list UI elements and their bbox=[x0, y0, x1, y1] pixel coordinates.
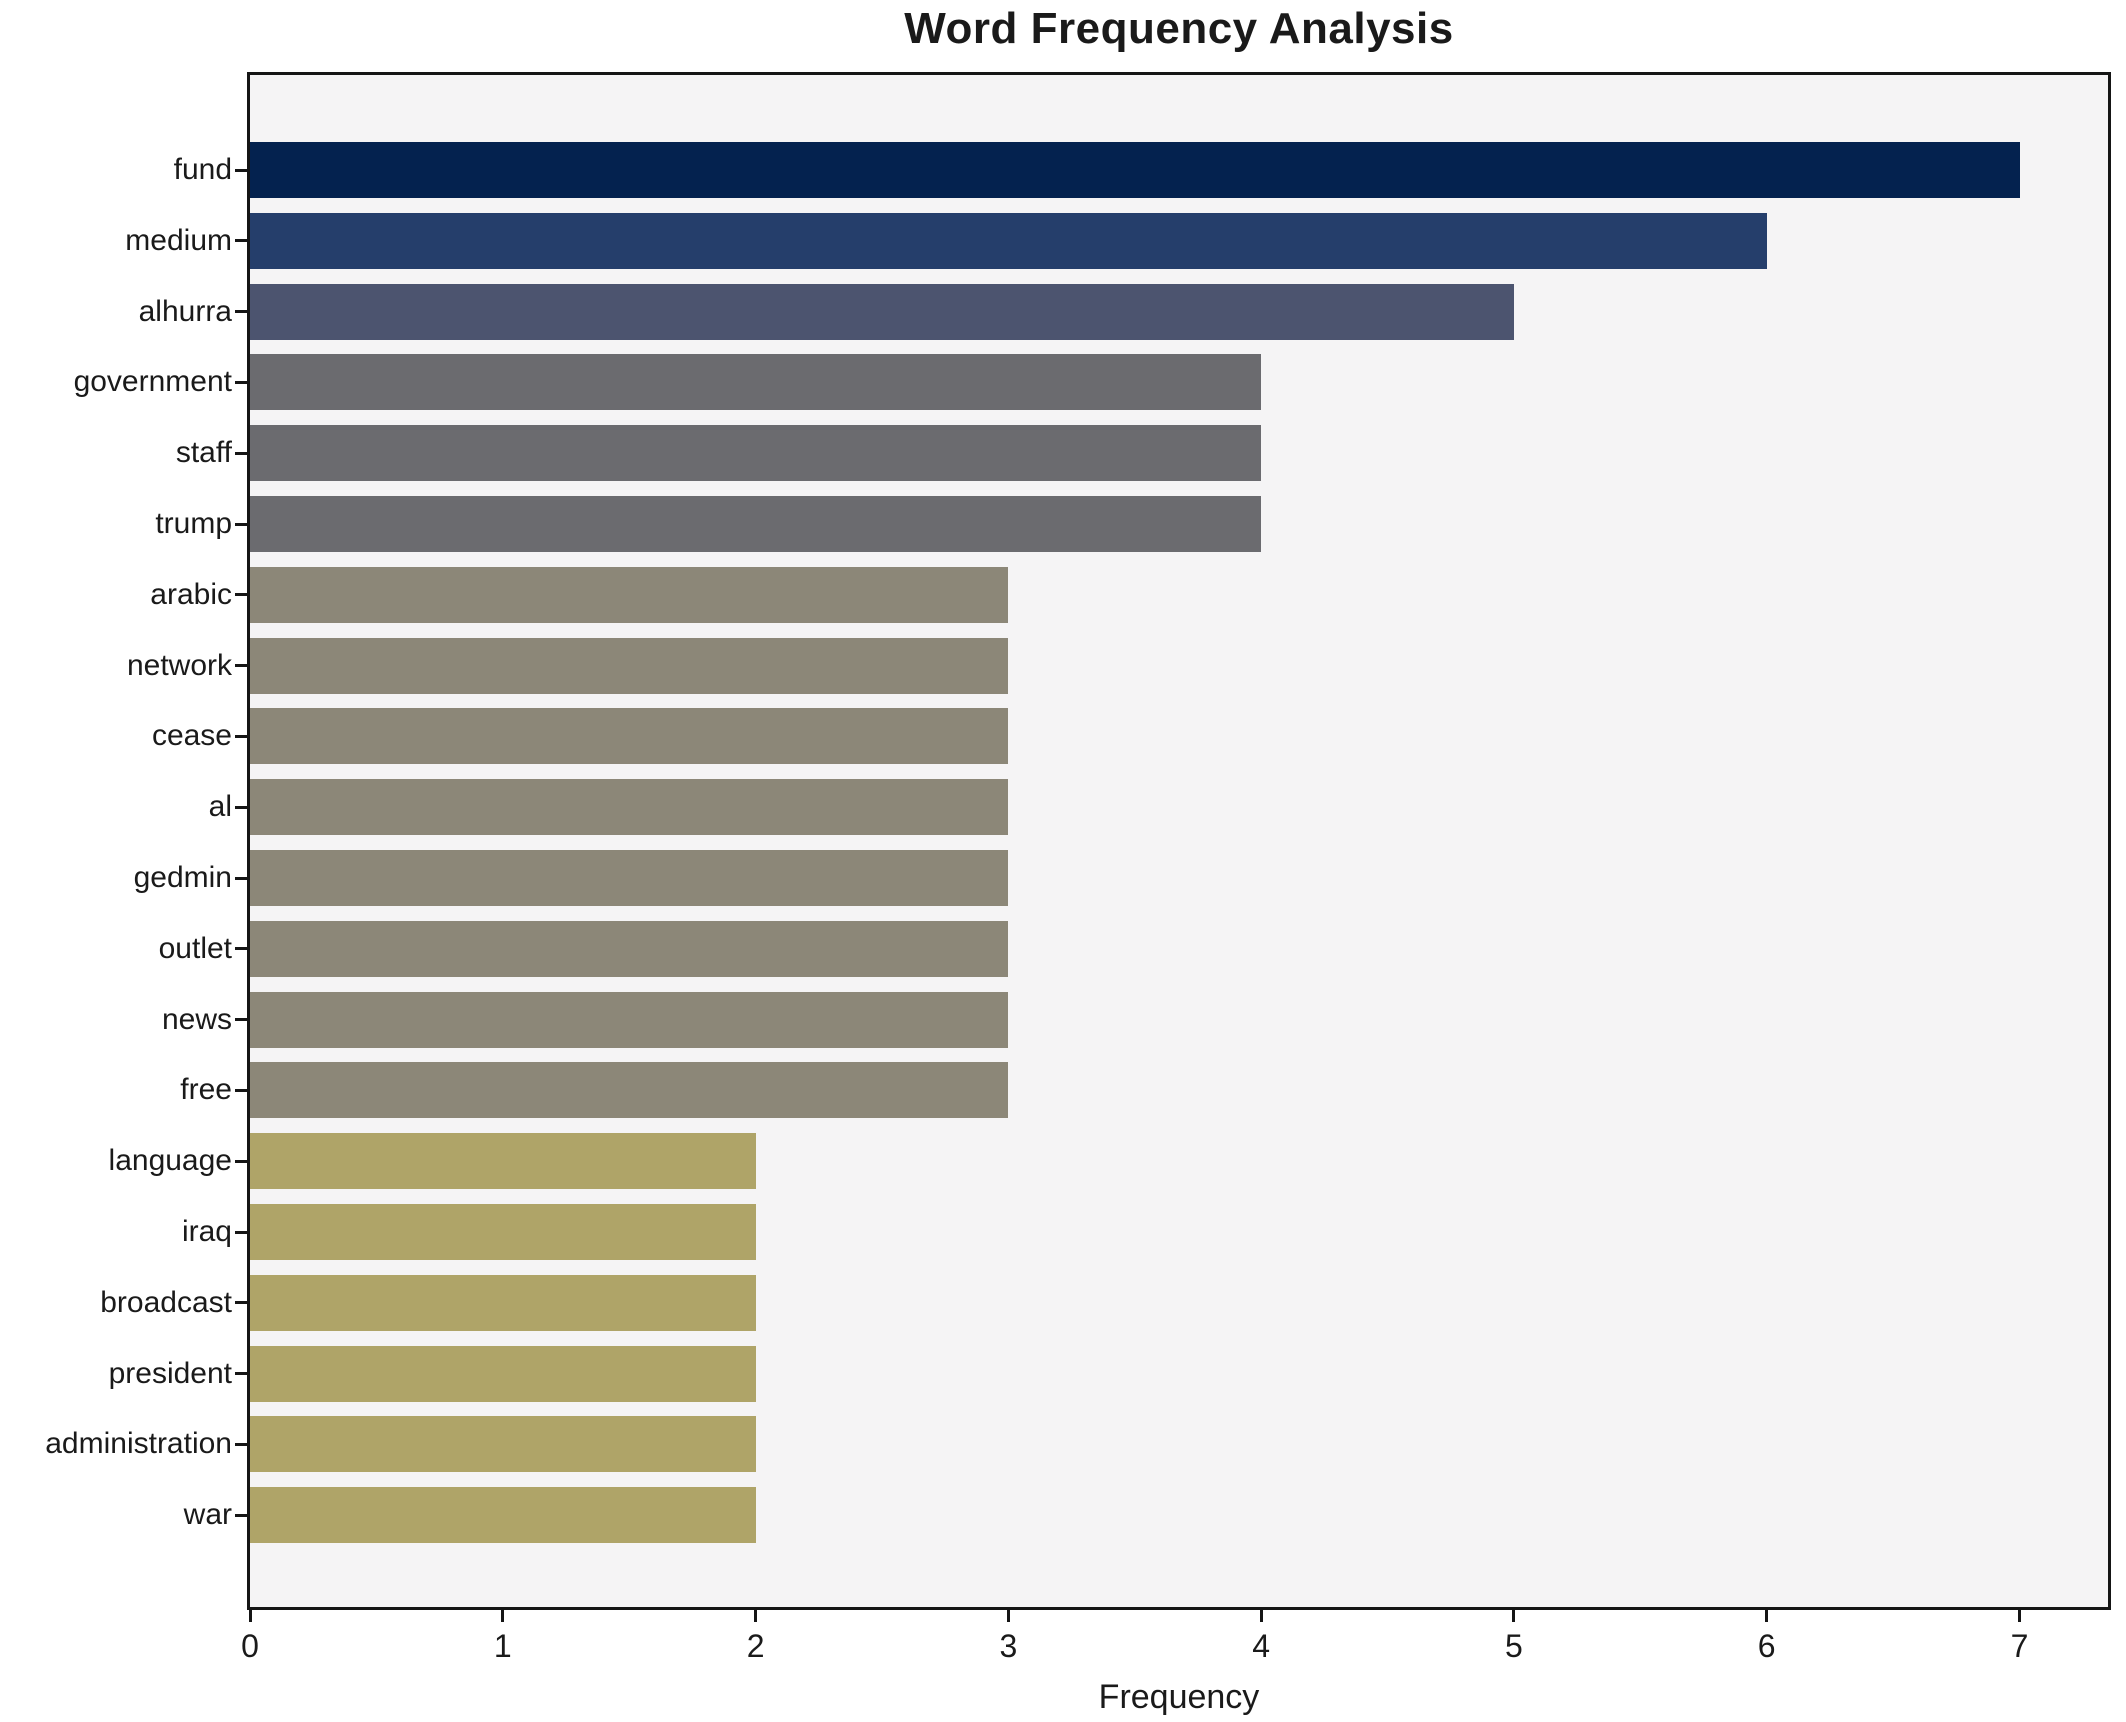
y-tick-mark bbox=[235, 380, 247, 384]
y-axis-category-label: outlet bbox=[158, 931, 232, 965]
y-tick-mark bbox=[235, 1159, 247, 1163]
y-tick-mark bbox=[235, 1088, 247, 1092]
x-tick-mark bbox=[501, 1610, 505, 1622]
y-axis-category-label: alhurra bbox=[138, 294, 232, 328]
y-tick-mark bbox=[235, 664, 247, 668]
x-tick-label: 2 bbox=[746, 1628, 765, 1664]
x-axis-title: Frequency bbox=[1098, 1678, 1260, 1716]
y-tick-mark bbox=[235, 1513, 247, 1517]
bar bbox=[250, 991, 1009, 1048]
plot-area bbox=[247, 72, 2111, 1610]
y-tick-mark bbox=[235, 734, 247, 738]
x-tick-label: 7 bbox=[2010, 1628, 2029, 1664]
x-tick-mark bbox=[1512, 1610, 1516, 1622]
y-tick-mark bbox=[235, 451, 247, 455]
x-tick-label: 4 bbox=[1252, 1628, 1271, 1664]
x-tick-mark bbox=[248, 1610, 252, 1622]
bar bbox=[250, 637, 1009, 694]
y-tick-mark bbox=[235, 1018, 247, 1022]
y-axis-category-label: language bbox=[108, 1144, 232, 1178]
y-axis-category-label: news bbox=[161, 1002, 232, 1036]
bar bbox=[250, 566, 1009, 623]
y-axis-category-label: fund bbox=[173, 153, 232, 186]
y-axis-category-label: free bbox=[180, 1073, 232, 1107]
y-tick-mark bbox=[235, 1442, 247, 1446]
y-tick-mark bbox=[235, 593, 247, 597]
y-axis-category-label: gedmin bbox=[133, 861, 232, 894]
y-tick-mark bbox=[235, 522, 247, 526]
y-axis-category-label: staff bbox=[175, 436, 232, 470]
y-axis-category-label: network bbox=[126, 648, 232, 682]
y-tick-mark bbox=[235, 876, 247, 880]
y-axis-category-label: war bbox=[183, 1498, 232, 1532]
y-axis-category-label: administration bbox=[45, 1427, 232, 1461]
y-axis-category-label: broadcast bbox=[100, 1285, 232, 1319]
y-axis-category-label: president bbox=[108, 1356, 232, 1390]
bar bbox=[250, 142, 2020, 198]
bar bbox=[250, 212, 1767, 269]
y-axis-category-label: cease bbox=[151, 719, 232, 753]
bar bbox=[250, 850, 1009, 906]
y-tick-mark bbox=[235, 947, 247, 951]
x-tick-label: 6 bbox=[1757, 1628, 1776, 1664]
x-tick-label: 1 bbox=[493, 1628, 512, 1664]
x-tick-mark bbox=[1006, 1610, 1010, 1622]
bar bbox=[250, 708, 1009, 765]
bar bbox=[250, 1204, 756, 1260]
bar bbox=[250, 283, 1514, 340]
bar bbox=[250, 1274, 756, 1331]
y-tick-mark bbox=[235, 805, 247, 809]
y-axis-category-label: arabic bbox=[150, 577, 232, 611]
bar bbox=[250, 354, 1262, 411]
x-tick-mark bbox=[1765, 1610, 1769, 1622]
chart-title: Word Frequency Analysis bbox=[904, 4, 1454, 53]
x-tick-mark bbox=[1259, 1610, 1263, 1622]
y-tick-mark bbox=[235, 310, 247, 314]
x-tick-label: 3 bbox=[999, 1628, 1018, 1664]
x-tick-label: 5 bbox=[1504, 1628, 1523, 1664]
bar bbox=[250, 1416, 756, 1473]
x-tick-mark bbox=[754, 1610, 758, 1622]
x-tick-mark bbox=[2018, 1610, 2021, 1622]
y-tick-mark bbox=[235, 239, 247, 243]
bar bbox=[250, 920, 1009, 977]
y-axis-category-label: al bbox=[208, 790, 232, 824]
y-tick-mark bbox=[235, 168, 247, 172]
y-tick-mark bbox=[235, 1372, 247, 1376]
bar bbox=[250, 496, 1262, 552]
bar bbox=[250, 1345, 756, 1402]
bar bbox=[250, 1062, 1009, 1119]
x-tick-label: 0 bbox=[241, 1628, 259, 1664]
y-tick-mark bbox=[235, 1301, 247, 1305]
bar bbox=[250, 779, 1009, 836]
y-axis-category-label: medium bbox=[125, 223, 232, 257]
y-axis-category-label: iraq bbox=[181, 1215, 232, 1248]
y-axis-category-label: trump bbox=[155, 507, 232, 540]
y-axis-category-label: government bbox=[73, 365, 232, 399]
bar bbox=[250, 425, 1262, 482]
bar bbox=[250, 1133, 756, 1190]
bar bbox=[250, 1487, 756, 1544]
y-tick-mark bbox=[235, 1230, 247, 1234]
